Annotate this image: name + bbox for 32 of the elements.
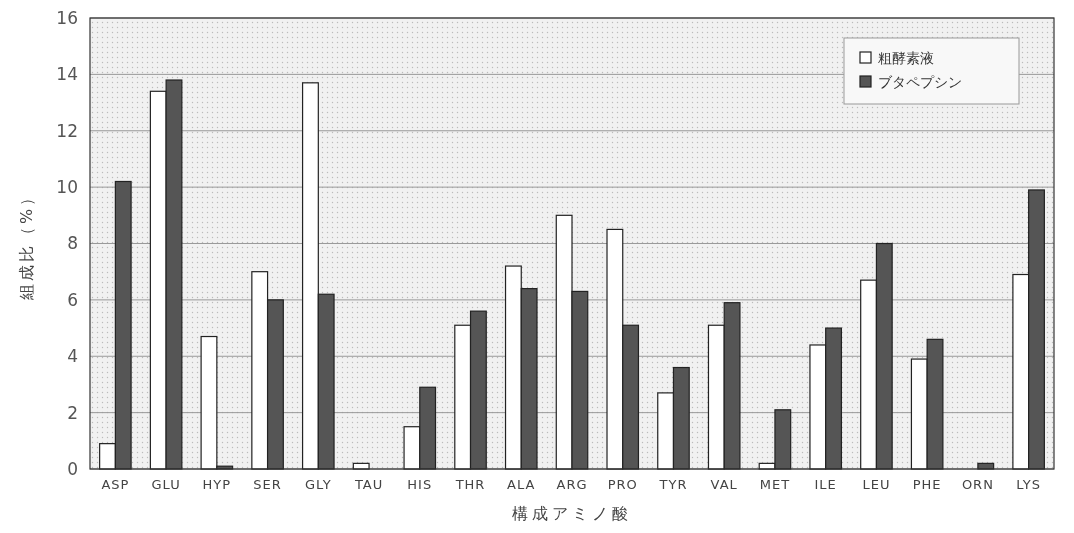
- x-tick-label: HYP: [202, 477, 232, 492]
- x-tick-label: SER: [253, 477, 282, 492]
- y-axis-title: 組成比（%）: [17, 186, 36, 302]
- x-tick-label: GLY: [305, 477, 332, 492]
- y-tick-label: 4: [67, 346, 78, 367]
- y-tick-label: 0: [67, 458, 78, 479]
- y-tick-label: 8: [67, 233, 78, 254]
- x-tick-label: HIS: [407, 477, 433, 492]
- x-tick-label: LEU: [862, 477, 891, 492]
- y-tick-label: 14: [56, 64, 78, 85]
- x-tick-label: VAL: [710, 477, 738, 492]
- x-tick-label: LYS: [1016, 477, 1041, 492]
- x-tick-label: TAU: [353, 477, 384, 492]
- x-tick-label: ARG: [556, 477, 588, 492]
- x-tick-label: MET: [759, 477, 791, 492]
- y-tick-label: 10: [56, 177, 78, 198]
- x-axis-title: 構成アミノ酸: [512, 504, 632, 523]
- y-tick-label: 2: [67, 402, 78, 423]
- x-tick-label: ILE: [814, 477, 837, 492]
- y-tick-label: 6: [67, 289, 78, 310]
- x-tick-label: ASP: [101, 477, 130, 492]
- legend-label: ブタペプシン: [878, 73, 962, 90]
- legend-label: 粗酵素液: [878, 49, 934, 66]
- x-tick-label: TYR: [658, 477, 688, 492]
- x-tick-label: ORN: [961, 477, 994, 492]
- y-tick-label: 12: [56, 120, 78, 141]
- x-tick-label: PRO: [607, 477, 638, 492]
- x-tick-label: THR: [454, 477, 486, 492]
- x-tick-label: PHE: [912, 477, 942, 492]
- y-tick-label: 16: [56, 7, 78, 28]
- x-tick-label: ALA: [507, 477, 536, 492]
- x-tick-label: GLU: [151, 477, 181, 492]
